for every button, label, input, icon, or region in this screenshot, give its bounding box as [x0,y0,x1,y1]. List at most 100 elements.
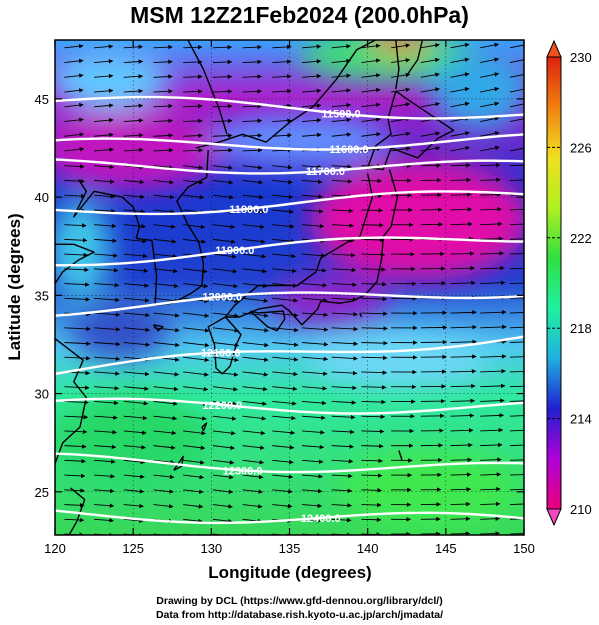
wind-arrow [509,118,524,122]
wind-arrow [509,385,524,388]
wind-arrow [153,459,175,465]
wind-arrow [64,58,84,64]
wind-arrow [331,44,351,49]
wind-arrow [64,252,89,258]
wind-arrow [272,400,297,406]
wind-arrow [272,415,296,421]
wind-arrow [509,474,524,476]
wind-arrow [94,164,115,170]
wind-arrow [450,531,471,535]
wind-arrow [301,356,329,362]
height-contour [55,509,524,525]
lat-lon-grid [55,40,524,535]
wind-arrow [450,162,471,168]
x-tick-label: 135 [279,541,301,556]
wind-arrow [272,371,298,377]
wind-arrow [153,224,176,229]
wind-arrow [183,474,205,480]
wind-arrow [183,133,203,138]
wind-arrow [94,518,114,523]
wind-arrow [183,386,209,392]
wind-arrow [64,132,84,137]
wind-arrow [94,59,114,64]
height-contour [55,335,524,376]
wind-arrow [272,74,292,79]
wind-arrow [509,238,524,240]
wind-arrow [212,312,239,318]
wind-arrow [480,221,503,227]
wind-arrow [361,267,386,272]
wind-arrow [509,208,524,211]
wind-arrow [450,221,473,227]
wind-arrow [242,342,269,348]
wind-arrow [242,238,266,244]
colorbar-tick-label: 230 [570,50,592,65]
wind-arrow [242,371,269,377]
wind-arrow [183,118,203,124]
wind-arrow [301,253,326,258]
coastline [55,243,95,285]
wind-arrow [450,251,475,256]
temperature-field [55,40,524,535]
wind-arrow [242,74,262,79]
wind-arrow [183,459,205,465]
wind-arrow [272,238,296,244]
wind-arrow [94,444,117,450]
wind-arrow [450,413,475,418]
wind-arrow [301,73,322,79]
wind-arrow [361,370,388,375]
wind-arrow [480,86,500,93]
wind-arrow [509,179,524,181]
wind-arrow [420,131,441,137]
wind-arrow [153,474,175,480]
wind-arrow [94,415,118,420]
wind-arrow [301,444,325,450]
wind-arrow [331,117,352,123]
wind-arrow [331,102,352,108]
wind-arrow [301,474,323,479]
wind-arrow [361,132,381,137]
wind-arrow [183,89,203,94]
height-contour [55,133,524,151]
colorbar: 230 226 222 218 214 210 [546,39,592,527]
coastline [395,40,400,90]
wind-arrow [509,147,524,152]
wind-arrow [450,472,472,477]
wind-arrow [391,58,411,64]
wind-arrow [331,414,356,420]
wind-arrow [212,103,233,109]
coastline [406,40,424,76]
wind-arrow [153,312,180,318]
wind-arrow [123,268,149,273]
wind-arrow [123,386,149,391]
wind-arrow [272,44,292,50]
wind-arrow [480,501,501,507]
wind-arrow [509,103,524,108]
wind-arrow [212,165,233,170]
wind-arrow [242,415,267,421]
wind-arrow [331,223,354,228]
wind-arrow [480,324,507,330]
wind-arrow [509,400,524,402]
contour-label: 11600.0 [329,144,368,156]
wind-arrow [64,341,91,346]
wind-arrow [301,44,322,49]
wind-arrow [301,503,323,509]
wind-arrow [64,356,91,361]
wind-arrow [480,192,502,197]
coastline [398,450,403,461]
wind-arrow [480,265,505,271]
wind-arrow [212,148,233,153]
wind-arrow [64,193,86,199]
wind-arrow [94,88,114,93]
wind-arrow [123,518,144,523]
wind-arrow [331,444,354,449]
wind-arrow [301,459,324,464]
wind-arrow [94,356,121,362]
wind-arrow [212,386,238,392]
wind-arrow [361,517,382,522]
wind-arrow [94,385,120,391]
wind-arrow [183,518,203,524]
wind-arrow [331,517,352,523]
wind-arrow [509,503,524,506]
